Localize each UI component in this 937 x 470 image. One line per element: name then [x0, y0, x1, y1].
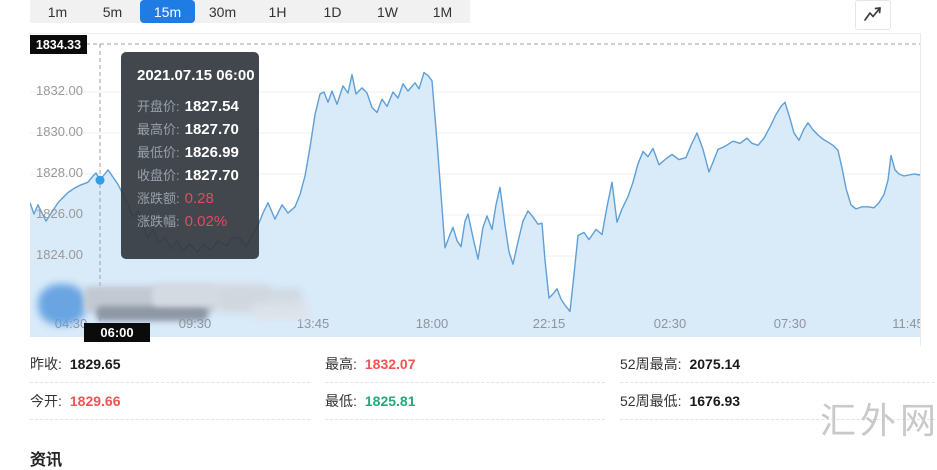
- tooltip-row-value: 0.02%: [184, 213, 228, 230]
- stat-item: 52周最低: 1676.93: [620, 383, 935, 420]
- tooltip-row: 涨跌额: 0.28: [137, 187, 259, 210]
- tooltip-row: 收盘价: 1827.70: [137, 164, 259, 187]
- stat-item: 昨收: 1829.65: [30, 346, 310, 383]
- stat-label: 最高:: [325, 356, 357, 372]
- crosshair-time-badge: 06:00: [84, 323, 150, 342]
- blurred-text-blob: [252, 302, 310, 319]
- tab-1W[interactable]: 1W: [377, 3, 398, 20]
- tooltip-row-label: 涨跌额:: [137, 191, 180, 206]
- tooltip-row: 最高价: 1827.70: [137, 118, 259, 141]
- stat-item: 今开: 1829.66: [30, 383, 310, 420]
- stat-label: 昨收:: [30, 356, 62, 372]
- tab-1D[interactable]: 1D: [323, 3, 342, 20]
- line-chart-icon: [864, 7, 881, 21]
- stat-value: 1829.66: [69, 393, 121, 409]
- section-title-news: 资讯: [30, 452, 63, 469]
- stat-label: 最低:: [325, 393, 357, 409]
- chart-type-button[interactable]: [855, 0, 891, 30]
- stat-label: 52周最低:: [620, 393, 682, 409]
- stats-column: 昨收: 1829.65 今开: 1829.66: [30, 346, 310, 420]
- tooltip-row-label: 最高价:: [137, 122, 180, 137]
- stat-value: 1825.81: [364, 393, 416, 409]
- tooltip-row-value: 1826.99: [184, 144, 239, 161]
- stat-value: 2075.14: [689, 356, 741, 372]
- tooltip-row-label: 涨跌幅:: [137, 214, 180, 229]
- tooltip-row-value: 1827.70: [184, 121, 239, 138]
- tooltip-row-label: 开盘价:: [137, 99, 180, 114]
- crosshair-price-badge: 1834.33: [30, 35, 87, 54]
- stat-value: 1676.93: [689, 393, 741, 409]
- timeframe-tabbar: 1m 5m 15m 30m 1H 1D 1W 1M: [30, 0, 470, 23]
- stat-item: 52周最高: 2075.14: [620, 346, 935, 383]
- stat-item: 最低: 1825.81: [325, 383, 605, 420]
- tab-15m[interactable]: 15m: [140, 0, 195, 23]
- stat-value: 1829.65: [69, 356, 121, 372]
- tooltip-row: 最低价: 1826.99: [137, 141, 259, 164]
- stat-label: 52周最高:: [620, 356, 682, 372]
- tab-1H[interactable]: 1H: [268, 3, 287, 20]
- tooltip-row-label: 最低价:: [137, 145, 180, 160]
- tooltip-row: 开盘价: 1827.54: [137, 95, 259, 118]
- blurred-text-blob: [96, 306, 208, 321]
- blurred-logo-blob: [38, 284, 86, 325]
- tooltip-row: 涨跌幅: 0.02%: [137, 210, 259, 233]
- tab-1M[interactable]: 1M: [432, 3, 453, 20]
- tooltip-row-label: 收盘价:: [137, 168, 180, 183]
- tooltip-rows: 开盘价: 1827.54 最高价: 1827.70 最低价: 1826.99 收盘价: 182…: [137, 95, 259, 233]
- tooltip-row-value: 0.28: [184, 190, 214, 207]
- price-chart-svg: [30, 43, 920, 337]
- stat-item: 最高: 1832.07: [325, 346, 605, 383]
- stats-column: 最高: 1832.07 最低: 1825.81: [325, 346, 605, 420]
- stat-value: 1832.07: [364, 356, 416, 372]
- tab-30m[interactable]: 30m: [208, 3, 237, 20]
- tab-1m[interactable]: 1m: [47, 3, 68, 20]
- stats-panel: 昨收: 1829.65 今开: 1829.66 最高: 1832.07 最低: 1825.81…: [30, 346, 935, 420]
- tooltip-row-value: 1827.70: [184, 167, 239, 184]
- tooltip-row-value: 1827.54: [184, 98, 239, 115]
- stat-label: 今开:: [30, 393, 62, 409]
- stats-column: 52周最高: 2075.14 52周最低: 1676.93: [620, 346, 935, 420]
- tab-5m[interactable]: 5m: [102, 3, 123, 20]
- tooltip-title: 2021.07.15 06:00: [137, 67, 255, 84]
- chart-tooltip: 2021.07.15 06:00 开盘价: 1827.54 最高价: 1827.70 最…: [121, 52, 259, 259]
